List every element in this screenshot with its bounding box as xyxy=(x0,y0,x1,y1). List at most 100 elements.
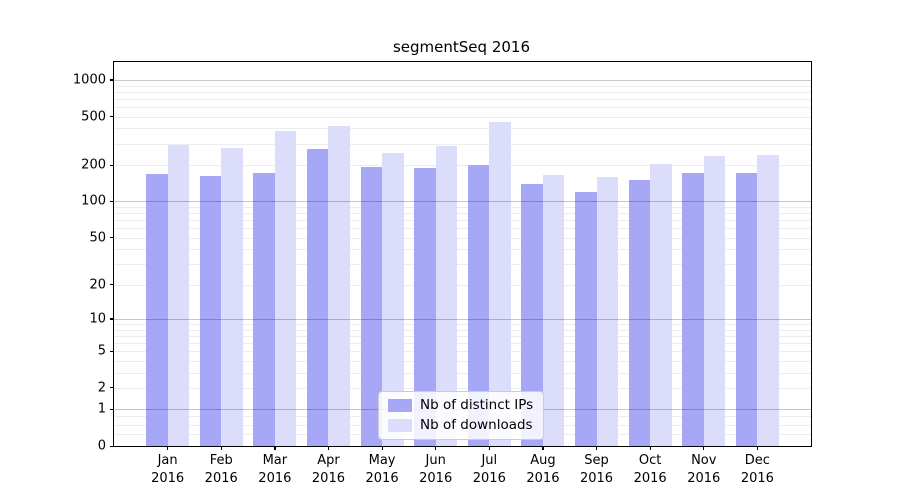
minor-gridline xyxy=(114,264,811,266)
bar-downloads-may xyxy=(382,153,404,446)
bar-downloads-apr xyxy=(328,125,350,446)
y-tick-label: 500 xyxy=(81,109,106,125)
y-tick-label: 5 xyxy=(97,343,106,359)
bar-distinct-ips-jun xyxy=(414,167,436,446)
y-tick-label: 200 xyxy=(81,157,106,173)
legend: Nb of distinct IPs Nb of downloads xyxy=(378,391,545,440)
bar-distinct-ips-nov xyxy=(682,172,704,446)
x-tick-mark xyxy=(381,446,383,450)
y-tick-label: 100 xyxy=(81,193,106,209)
x-tick-label-apr: Apr 2016 xyxy=(311,453,345,486)
y-tick-mark xyxy=(110,164,114,166)
x-tick-label-sep: Sep 2016 xyxy=(579,453,614,486)
y-tick-label: 1 xyxy=(97,401,106,417)
minor-gridline xyxy=(114,143,811,145)
major-gridline xyxy=(114,79,811,81)
plot-area: 0 1 2 5 10 20 50 100 200 500 1000 Jan 2016 Feb 2016 Mar… xyxy=(73,61,812,486)
x-tick-label-mar: Mar 2016 xyxy=(258,453,292,486)
x-tick-mark xyxy=(220,446,222,450)
legend-label-downloads: Nb of downloads xyxy=(420,417,533,433)
minor-gridline xyxy=(114,387,811,389)
minor-gridline xyxy=(114,91,811,93)
major-gridline xyxy=(114,318,811,320)
x-tick-label-feb: Feb 2016 xyxy=(204,453,238,486)
bar-downloads-jun xyxy=(435,146,458,446)
minor-gridline xyxy=(114,206,811,208)
bar-distinct-ips-sep xyxy=(575,191,597,446)
legend-swatch-downloads xyxy=(388,418,412,432)
x-tick-mark xyxy=(703,446,705,450)
bar-downloads-jul xyxy=(489,122,511,446)
x-tick-label-may: May 2016 xyxy=(365,453,399,486)
minor-gridline xyxy=(114,85,811,87)
legend-swatch-distinct-ips xyxy=(388,398,412,412)
bar-distinct-ips-jul xyxy=(467,165,490,446)
bar-distinct-ips-feb xyxy=(199,176,222,446)
x-tick-label-jul: Jul 2016 xyxy=(472,453,506,486)
minor-gridline xyxy=(114,284,811,286)
minor-gridline xyxy=(114,342,811,344)
minor-gridline xyxy=(114,351,811,353)
minor-gridline xyxy=(114,329,811,331)
bar-distinct-ips-apr xyxy=(306,149,329,446)
y-tick-mark xyxy=(110,79,114,81)
major-gridline xyxy=(114,201,811,203)
x-tick-mark xyxy=(435,446,437,450)
bar-downloads-aug xyxy=(542,174,565,446)
x-tick-label-jun: Jun 2016 xyxy=(419,453,453,486)
minor-gridline xyxy=(114,116,811,118)
x-tick-label-jan: Jan 2016 xyxy=(151,453,185,486)
y-tick-label: 1000 xyxy=(72,72,106,88)
bar-downloads-sep xyxy=(596,176,619,446)
x-tick-label-aug: Aug 2016 xyxy=(526,453,560,486)
minor-gridline xyxy=(114,237,811,239)
y-tick-mark xyxy=(110,350,114,352)
y-tick-label: 10 xyxy=(89,311,106,327)
y-tick-mark xyxy=(110,445,114,447)
x-tick-mark xyxy=(542,446,544,450)
bar-distinct-ips-dec xyxy=(735,172,758,446)
minor-gridline xyxy=(114,360,811,362)
y-tick-mark xyxy=(110,200,114,203)
y-tick-mark xyxy=(110,237,114,239)
x-tick-mark xyxy=(596,446,598,450)
y-tick-label: 2 xyxy=(97,380,106,396)
y-tick-mark xyxy=(110,284,114,286)
y-tick-label: 0 xyxy=(97,438,106,454)
x-tick-mark xyxy=(756,446,759,450)
bar-downloads-feb xyxy=(221,148,243,446)
y-tick-mark xyxy=(110,387,114,389)
minor-gridline xyxy=(114,228,811,230)
minor-gridline xyxy=(114,165,811,166)
bar-distinct-ips-may xyxy=(360,166,383,446)
bar-distinct-ips-aug xyxy=(521,183,543,446)
y-tick-mark xyxy=(110,318,114,320)
x-tick-label-oct: Oct 2016 xyxy=(633,453,667,486)
y-tick-mark xyxy=(110,408,114,410)
minor-gridline xyxy=(114,98,811,100)
legend-item-downloads: Nb of downloads xyxy=(388,417,533,433)
minor-gridline xyxy=(114,128,811,130)
minor-gridline xyxy=(114,106,811,108)
minor-gridline xyxy=(114,220,811,222)
bar-distinct-ips-mar xyxy=(253,172,275,446)
chart-title: segmentSeq 2016 xyxy=(392,38,530,56)
bar-downloads-nov xyxy=(703,156,726,446)
bar-distinct-ips-jan xyxy=(146,174,168,446)
x-tick-mark xyxy=(649,446,651,450)
legend-item-distinct-ips: Nb of distinct IPs xyxy=(388,397,533,413)
x-tick-mark xyxy=(167,446,169,450)
y-tick-mark xyxy=(110,116,114,118)
bar-downloads-dec xyxy=(757,155,779,446)
minor-gridline xyxy=(114,324,811,325)
minor-gridline xyxy=(114,213,811,215)
y-tick-label: 20 xyxy=(89,277,106,293)
x-tick-mark xyxy=(274,446,276,450)
bar-distinct-ips-oct xyxy=(628,179,651,446)
legend-label-distinct-ips: Nb of distinct IPs xyxy=(420,397,534,413)
bar-downloads-mar xyxy=(274,131,297,446)
minor-gridline xyxy=(114,372,811,374)
y-tick-label: 50 xyxy=(89,230,106,246)
minor-gridline xyxy=(114,335,811,337)
minor-gridline xyxy=(114,249,811,251)
